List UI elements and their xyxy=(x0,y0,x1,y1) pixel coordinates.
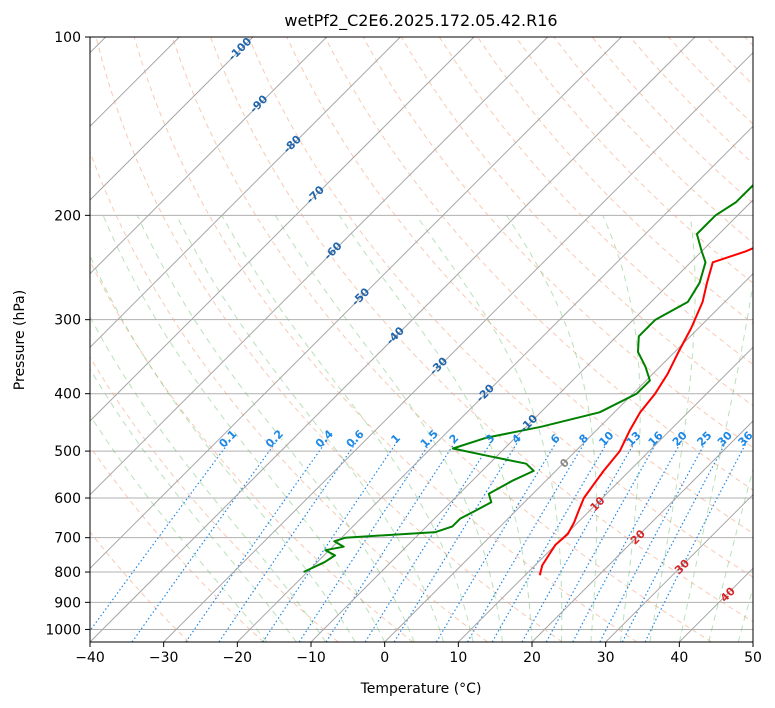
mixing-ratio-line xyxy=(262,440,399,642)
moist-adiabat xyxy=(136,215,415,642)
dry-adiabat xyxy=(438,37,753,366)
grid-lines xyxy=(90,37,753,630)
x-tick-label: 30 xyxy=(597,650,615,666)
moist-adiabat xyxy=(338,215,533,642)
isotherm-line xyxy=(605,493,753,642)
moist-adiabat xyxy=(221,215,474,642)
isotherm-line xyxy=(531,420,753,642)
mixing-ratio-line xyxy=(491,440,609,642)
moist-adiabat xyxy=(415,215,563,642)
x-tick-label: 20 xyxy=(523,650,541,666)
isotherm-line xyxy=(90,37,549,496)
y-tick-label: 1000 xyxy=(45,622,81,638)
mixing-ratio-line xyxy=(298,440,432,642)
y-tick-label: 700 xyxy=(54,531,81,547)
isotherm-line xyxy=(163,51,753,642)
mixing-ratio-line xyxy=(521,440,637,642)
dry-adiabat xyxy=(400,37,753,407)
y-tick-label: 400 xyxy=(54,387,81,403)
isotherm-line xyxy=(310,199,753,642)
y-tick-label: 200 xyxy=(54,208,81,224)
plot-area: -100-90-80-70-60-50-40-30-20-100.1 0.2 0.4… xyxy=(90,37,753,642)
moist-adiabat xyxy=(90,367,297,642)
dry-adiabat xyxy=(90,445,264,642)
moist-adiabat xyxy=(649,215,696,642)
moist-adiabat xyxy=(708,467,753,642)
y-tick-label: 600 xyxy=(54,491,81,507)
moist-adiabat xyxy=(678,280,753,642)
mixing-ratio-line xyxy=(572,440,683,642)
moist-adiabat xyxy=(102,215,386,642)
profile-line xyxy=(303,183,753,573)
data-series xyxy=(303,183,753,576)
y-axis-title: Pressure (hPa) xyxy=(12,290,28,390)
moist-adiabat xyxy=(90,254,356,642)
mixing-ratio-line xyxy=(545,440,659,642)
dry-adiabat xyxy=(90,531,190,642)
dry-adiabat xyxy=(90,356,339,642)
isotherm-line xyxy=(90,37,254,201)
mixing-ratio-line xyxy=(185,440,328,642)
dry-adiabat xyxy=(515,37,753,284)
moist-adiabats xyxy=(90,215,753,642)
dry-adiabat xyxy=(90,150,488,642)
mixing-ratio-line xyxy=(466,440,587,642)
isotherm-line xyxy=(90,37,622,570)
isotherm-line xyxy=(90,37,401,349)
mixing-ratio-line xyxy=(325,440,457,642)
mixing-ratio-line xyxy=(131,440,278,642)
isotherm-line xyxy=(236,125,753,642)
x-axis-title: Temperature (°C) xyxy=(360,681,482,697)
x-tick-label: 50 xyxy=(744,650,762,666)
y-tick-label: 100 xyxy=(54,30,81,46)
isotherm-lines xyxy=(90,37,753,642)
mixing-ratio-line xyxy=(90,440,231,632)
x-tick-label: −40 xyxy=(75,650,105,666)
isotherm-line xyxy=(90,37,475,422)
y-tick-label: 800 xyxy=(54,565,81,581)
x-tick-label: −20 xyxy=(223,650,253,666)
mixing-ratio-line xyxy=(364,440,493,642)
dry-adiabat xyxy=(133,37,638,642)
profile-line xyxy=(538,247,753,576)
isotherm-line xyxy=(90,37,328,275)
y-tick-label: 500 xyxy=(54,444,81,460)
mixing-ratio-line xyxy=(644,440,748,642)
moist-adiabat xyxy=(175,215,445,642)
dry-adiabat xyxy=(95,37,563,642)
plot-frame xyxy=(89,36,754,643)
x-tick-label: −10 xyxy=(296,650,326,666)
dry-adiabat xyxy=(248,37,753,578)
y-axis: 100 200 300 400 500 600 700 800 900 1000 xyxy=(45,30,90,638)
x-tick-label: 0 xyxy=(380,650,389,666)
isotherm-line xyxy=(90,37,696,642)
chart-title: wetPf2_C2E6.2025.172.05.42.R16 xyxy=(284,11,557,31)
dry-adiabat xyxy=(171,37,712,642)
y-tick-label: 300 xyxy=(54,313,81,329)
moist-adiabat xyxy=(737,585,753,642)
isotherm-line xyxy=(384,272,753,642)
mixing-ratio-line xyxy=(435,440,558,642)
moist-adiabat xyxy=(90,414,268,642)
x-tick-label: 40 xyxy=(670,650,688,666)
dry-adiabat xyxy=(210,37,753,623)
moist-adiabat xyxy=(274,215,503,642)
y-tick-label: 900 xyxy=(54,595,81,611)
x-axis: −40 −30 −20 −10 0 10 20 30 40 50 xyxy=(75,642,762,666)
x-tick-label: −30 xyxy=(149,650,179,666)
moist-adiabat xyxy=(90,315,327,642)
x-tick-label: 10 xyxy=(449,650,467,666)
